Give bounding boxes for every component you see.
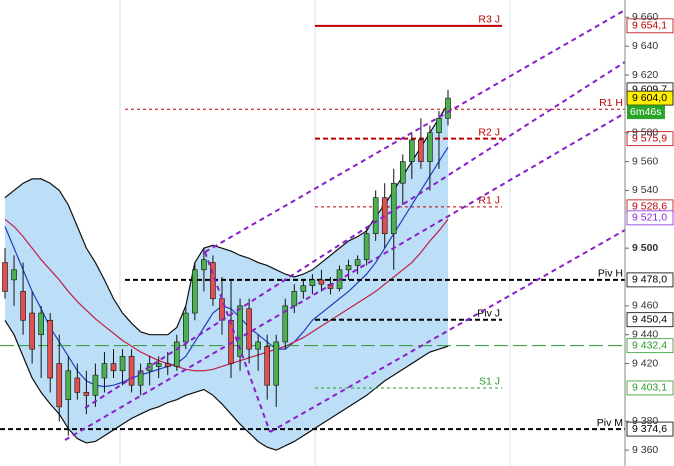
candle-body (427, 132, 433, 162)
candle-body (399, 161, 406, 184)
level-name: R2 J (478, 126, 500, 138)
candle-body (273, 341, 280, 386)
price-tag (626, 421, 674, 437)
price-tag-label: 9 374,6 (632, 423, 667, 435)
axis-layer: 9 654,1 9 575,9 9 528,6 9 478,0 9 450,4 9 432… (625, 11, 674, 456)
price-tag-label: 9 528,6 (632, 201, 667, 213)
candle-body (137, 370, 144, 386)
price-tag (626, 338, 674, 354)
price-tag (626, 312, 674, 328)
candle-body (345, 265, 352, 271)
y-tick-label: 9 440 (632, 328, 658, 340)
y-tick-label: 9 640 (632, 40, 658, 52)
candle-body (354, 259, 361, 266)
price-tag (626, 272, 674, 288)
candle-body (264, 345, 270, 386)
level-name: Piv M (597, 417, 623, 429)
candle-layer (2, 89, 451, 436)
candle-body (110, 363, 117, 372)
y-tick-label: 9 420 (632, 357, 658, 369)
candle-body (291, 291, 298, 307)
price-tag (626, 380, 674, 396)
price-tag-label: 9 575,9 (632, 132, 667, 144)
price-tag-label: 9 432,4 (632, 339, 667, 351)
trend-lines (64, 9, 626, 441)
candle-body (409, 139, 415, 162)
moving-average (4, 218, 449, 372)
candle-body (164, 363, 171, 367)
candle-body (436, 118, 442, 134)
candle-body (309, 279, 316, 286)
candle-body (83, 392, 90, 396)
candle-body (445, 97, 451, 119)
y-tick-label: 9 540 (632, 184, 658, 196)
candle-body (119, 356, 126, 372)
level-layer: R3 J R1 H R2 J R1 J Piv H Piv J S1 J Piv M (0, 14, 625, 431)
price-tag-label: 9 450,4 (632, 313, 667, 325)
candle-body (92, 374, 99, 396)
candle-body (363, 233, 370, 260)
candle-body (282, 305, 289, 343)
candle-body (65, 370, 72, 400)
candle-body (20, 291, 26, 321)
timer-tag (627, 105, 665, 120)
price-tag-label: 9 604,0 (632, 92, 667, 104)
candle-body (56, 363, 63, 408)
price-tag-label: 9 521,0 (632, 212, 667, 224)
price-tag-label: 9 654,1 (632, 20, 667, 32)
level-name: R3 J (478, 14, 500, 26)
candle-body (155, 363, 162, 367)
price-tag-label: 9 478,0 (632, 274, 667, 286)
candle-body (219, 298, 225, 321)
price-tag (626, 18, 674, 34)
y-tick-label: 9 460 (632, 300, 658, 312)
band-lower (4, 319, 449, 451)
trend-line (84, 61, 626, 409)
price-tag (626, 131, 674, 147)
candle-body (173, 341, 180, 367)
candle-body (237, 305, 243, 357)
y-tick-label: 9 620 (632, 69, 658, 81)
candle-body (2, 262, 8, 292)
candle-body (255, 341, 261, 350)
candle-body (101, 363, 108, 379)
y-tick-label: 9 660 (632, 11, 658, 23)
candle-body (29, 312, 35, 350)
level-name: Piv H (598, 268, 623, 280)
candle-body (372, 197, 379, 235)
candle-body (192, 269, 198, 314)
candle-body (11, 269, 17, 281)
y-tick-label: 9 380 (632, 415, 658, 427)
candle-body (47, 319, 54, 379)
trend-line (64, 112, 626, 441)
candle-body (300, 285, 307, 292)
timer-label: 6m46s (630, 106, 662, 118)
y-tick-label: 9 580 (632, 127, 658, 139)
price-tag (626, 210, 674, 226)
candle-body (318, 279, 325, 285)
candle-body (38, 312, 44, 336)
level-name: R1 J (478, 195, 500, 207)
level-name: Piv J (477, 307, 500, 319)
y-tick-label: 9 360 (632, 444, 658, 456)
price-tag-label: 9 403,1 (632, 382, 667, 394)
candle-body (128, 356, 135, 386)
level-name: R1 H (599, 97, 623, 109)
moving-average (4, 146, 449, 388)
candle-body (381, 197, 388, 235)
y-tick-label: 9 500 (632, 242, 658, 254)
trend-line (204, 251, 271, 433)
level-name: S1 J (479, 376, 500, 388)
candle-body (183, 312, 189, 343)
candle-body (418, 139, 424, 162)
candle-body (74, 377, 81, 393)
candle-body (201, 259, 207, 271)
y-tick-label: 9 560 (632, 155, 658, 167)
candle-body (246, 308, 252, 350)
